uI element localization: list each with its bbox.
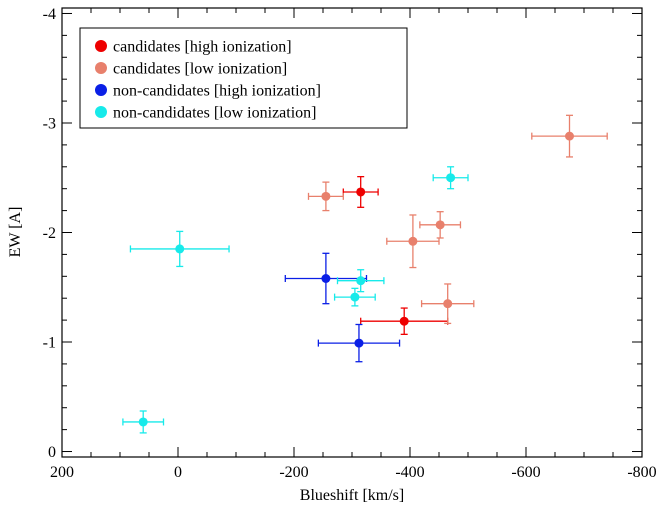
x-tick-label: -800 — [627, 464, 656, 481]
data-marker — [356, 187, 366, 197]
data-point — [284, 252, 368, 305]
data-marker — [446, 173, 456, 183]
data-marker — [356, 276, 366, 286]
data-marker — [321, 273, 331, 283]
data-marker — [408, 236, 418, 246]
y-axis-label: EW [A] — [7, 207, 24, 258]
data-point — [420, 283, 475, 325]
data-point — [386, 214, 440, 269]
data-point — [129, 230, 230, 268]
minor-ticks — [62, 8, 642, 457]
legend-label-non-candidates-high: non-candidates [high ionization] — [113, 83, 321, 100]
data-marker — [399, 316, 409, 326]
data-marker — [443, 299, 453, 309]
y-tick-label: -1 — [43, 335, 56, 352]
legend-marker-candidates-high — [95, 40, 107, 52]
series-0 — [342, 175, 449, 335]
data-point — [419, 211, 462, 239]
y-tick-label: -3 — [43, 115, 56, 132]
data-marker — [175, 244, 185, 254]
data-point — [432, 166, 469, 190]
data-marker — [138, 417, 148, 427]
data-point — [307, 181, 344, 212]
legend-marker-non-candidates-high — [95, 84, 107, 96]
x-axis-label: Blueshift [km/s] — [300, 487, 404, 504]
x-tick-label: -600 — [511, 464, 540, 481]
legend: candidates [high ionization] candidates … — [79, 27, 408, 129]
legend-label-candidates-low: candidates [low ionization] — [113, 61, 287, 78]
legend-label-non-candidates-low: non-candidates [low ionization] — [113, 105, 317, 122]
data-point — [122, 410, 165, 434]
data-point — [531, 114, 608, 158]
x-tick-label: -400 — [395, 464, 424, 481]
series-2 — [284, 252, 401, 363]
series-3 — [122, 166, 469, 434]
data-marker — [321, 191, 331, 201]
data-layer — [122, 114, 608, 434]
legend-marker-non-candidates-low — [95, 106, 107, 118]
y-tick-label: -4 — [43, 6, 56, 23]
x-tick-label: -200 — [279, 464, 308, 481]
tick-labels: 200 0 -200 -400 -600 -800 0 -1 -2 -3 -4 — [43, 6, 657, 481]
data-point — [342, 175, 379, 208]
series-1 — [307, 114, 608, 325]
y-tick-label: -2 — [43, 225, 56, 242]
legend-label-candidates-high: candidates [high ionization] — [113, 39, 292, 56]
data-point — [317, 323, 401, 363]
data-marker — [435, 220, 445, 230]
plot-frame — [61, 7, 643, 458]
legend-box — [79, 27, 408, 129]
data-marker — [565, 131, 574, 141]
data-marker — [350, 292, 360, 302]
data-point — [333, 287, 376, 307]
data-point — [360, 307, 449, 335]
x-tick-label: 200 — [50, 464, 74, 481]
x-tick-label: 0 — [174, 464, 182, 481]
data-point — [336, 269, 385, 293]
y-tick-label: 0 — [48, 444, 56, 461]
data-marker — [354, 338, 364, 348]
legend-marker-candidates-low — [95, 62, 107, 74]
